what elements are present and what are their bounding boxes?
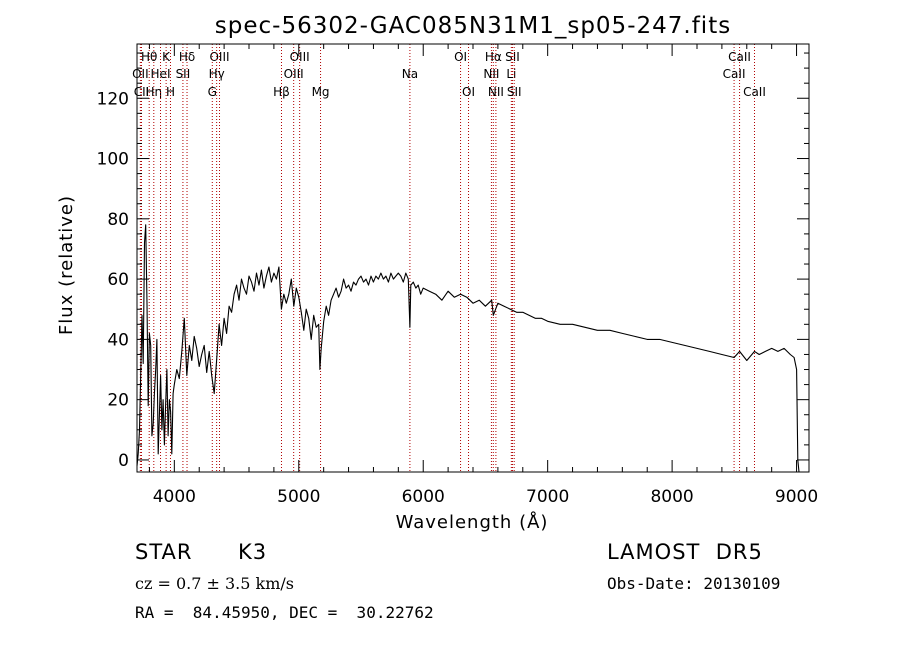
line-label-13: OIII [290,50,310,64]
coordinates: RA = 84.45950, DEC = 30.22762 [135,603,434,622]
line-label-11: G [208,85,217,99]
y-tick-label: 100 [97,150,129,170]
spectrum-line [136,224,800,473]
line-label-15: Mg [312,85,330,99]
y-tick-label: 20 [107,391,129,411]
y-axis-label: Flux (relative) [56,195,77,335]
line-label-6: H [166,85,175,99]
object-class: STAR [135,540,193,564]
line-label-7: Hδ [179,50,195,64]
line-label-8: SII [176,67,191,81]
line-label-24: SII [507,85,522,99]
chart-title: spec-56302-GAC085N31M1_sp05-247.fits [215,13,731,39]
line-label-16: Na [402,67,418,81]
line-label-19: Hα [485,50,502,64]
y-tick-label: 120 [97,89,129,109]
line-label-26: CaII [723,67,746,81]
line-label-2: CII [134,85,149,99]
line-label-22: SII [505,50,520,64]
redshift-value: cz = 0.7 ± 3.5 km/s [135,574,294,593]
spectrum-series [136,224,800,473]
line-label-27: CaII [743,85,766,99]
line-label-10: Hγ [209,67,225,81]
y-tick-label: 40 [107,330,129,350]
line-label-21: NII [488,85,504,99]
line-label-17: OI [454,50,467,64]
line-label-18: OI [462,85,475,99]
y-tick-label: 60 [107,270,129,290]
line-label-0: Hθ [141,50,157,64]
x-tick-label: 9000 [775,487,818,507]
observation-date: Obs-Date: 20130109 [607,574,781,593]
x-axis-label: Wavelength (Å) [396,511,549,533]
survey-name: LAMOST DR5 [607,540,763,564]
axes: 4000 5000 6000 7000 8000 9000 0 20 40 60 80 100 120 [97,44,818,507]
x-tick-label: 5000 [277,487,320,507]
line-label-12: Hβ [273,85,290,99]
line-label-5: HeI [151,67,171,81]
x-tick-label: 8000 [650,487,693,507]
line-label-4: K [162,50,171,64]
x-tick-label: 4000 [153,487,196,507]
line-label-1: OII [132,67,149,81]
line-label-25: CaII [728,50,751,64]
y-tick-label: 0 [118,451,129,471]
line-label-3: Hη [145,85,162,99]
y-tick-label: 80 [107,210,129,230]
line-label-14: OIII [284,67,304,81]
line-label-23: Li [506,67,516,81]
object-subclass: K3 [238,540,268,564]
x-tick-label: 6000 [402,487,445,507]
x-tick-label: 7000 [526,487,569,507]
plot-frame [136,43,810,473]
line-label-9: OIII [209,50,229,64]
line-label-20: NII [483,67,499,81]
